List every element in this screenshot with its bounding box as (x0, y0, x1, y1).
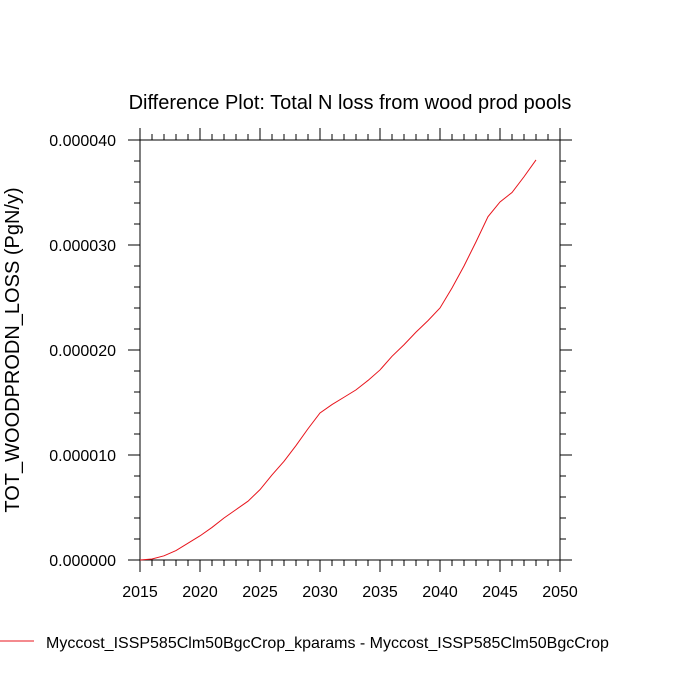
y-tick-label: 0.000020 (49, 343, 116, 360)
legend-label: Myccost_ISSP585Clm50BgcCrop_kparams - My… (46, 635, 609, 652)
x-tick-label: 2025 (242, 584, 278, 601)
plot-frame-group (139, 139, 561, 561)
y-axis-label: TOT_WOODPRODN_LOSS (PgN/y) (2, 187, 24, 512)
y-tick-label: 0.000030 (49, 238, 116, 255)
y-tick-label: 0.000010 (49, 448, 116, 465)
legend: Myccost_ISSP585Clm50BgcCrop_kparams - My… (0, 635, 609, 652)
x-tick-label: 2050 (542, 584, 578, 601)
series-group (139, 159, 537, 561)
x-tick-label: 2030 (302, 584, 338, 601)
tick-marks (128, 128, 572, 572)
chart-title: Difference Plot: Total N loss from wood … (129, 92, 572, 114)
y-tick-labels: 0.000000 0.000010 0.000020 0.000030 0.000040 (49, 133, 116, 570)
x-tick-label: 2040 (422, 584, 458, 601)
series-line (139, 159, 537, 561)
x-tick-label: 2035 (362, 584, 398, 601)
x-tick-label: 2015 (122, 584, 158, 601)
x-tick-labels: 2015 2020 2025 2030 2035 2040 2045 2050 (122, 584, 578, 601)
y-tick-label: 0.000000 (49, 553, 116, 570)
x-tick-label: 2045 (482, 584, 518, 601)
plot-frame (139, 139, 561, 561)
y-tick-label: 0.000040 (49, 133, 116, 150)
x-tick-label: 2020 (182, 584, 218, 601)
